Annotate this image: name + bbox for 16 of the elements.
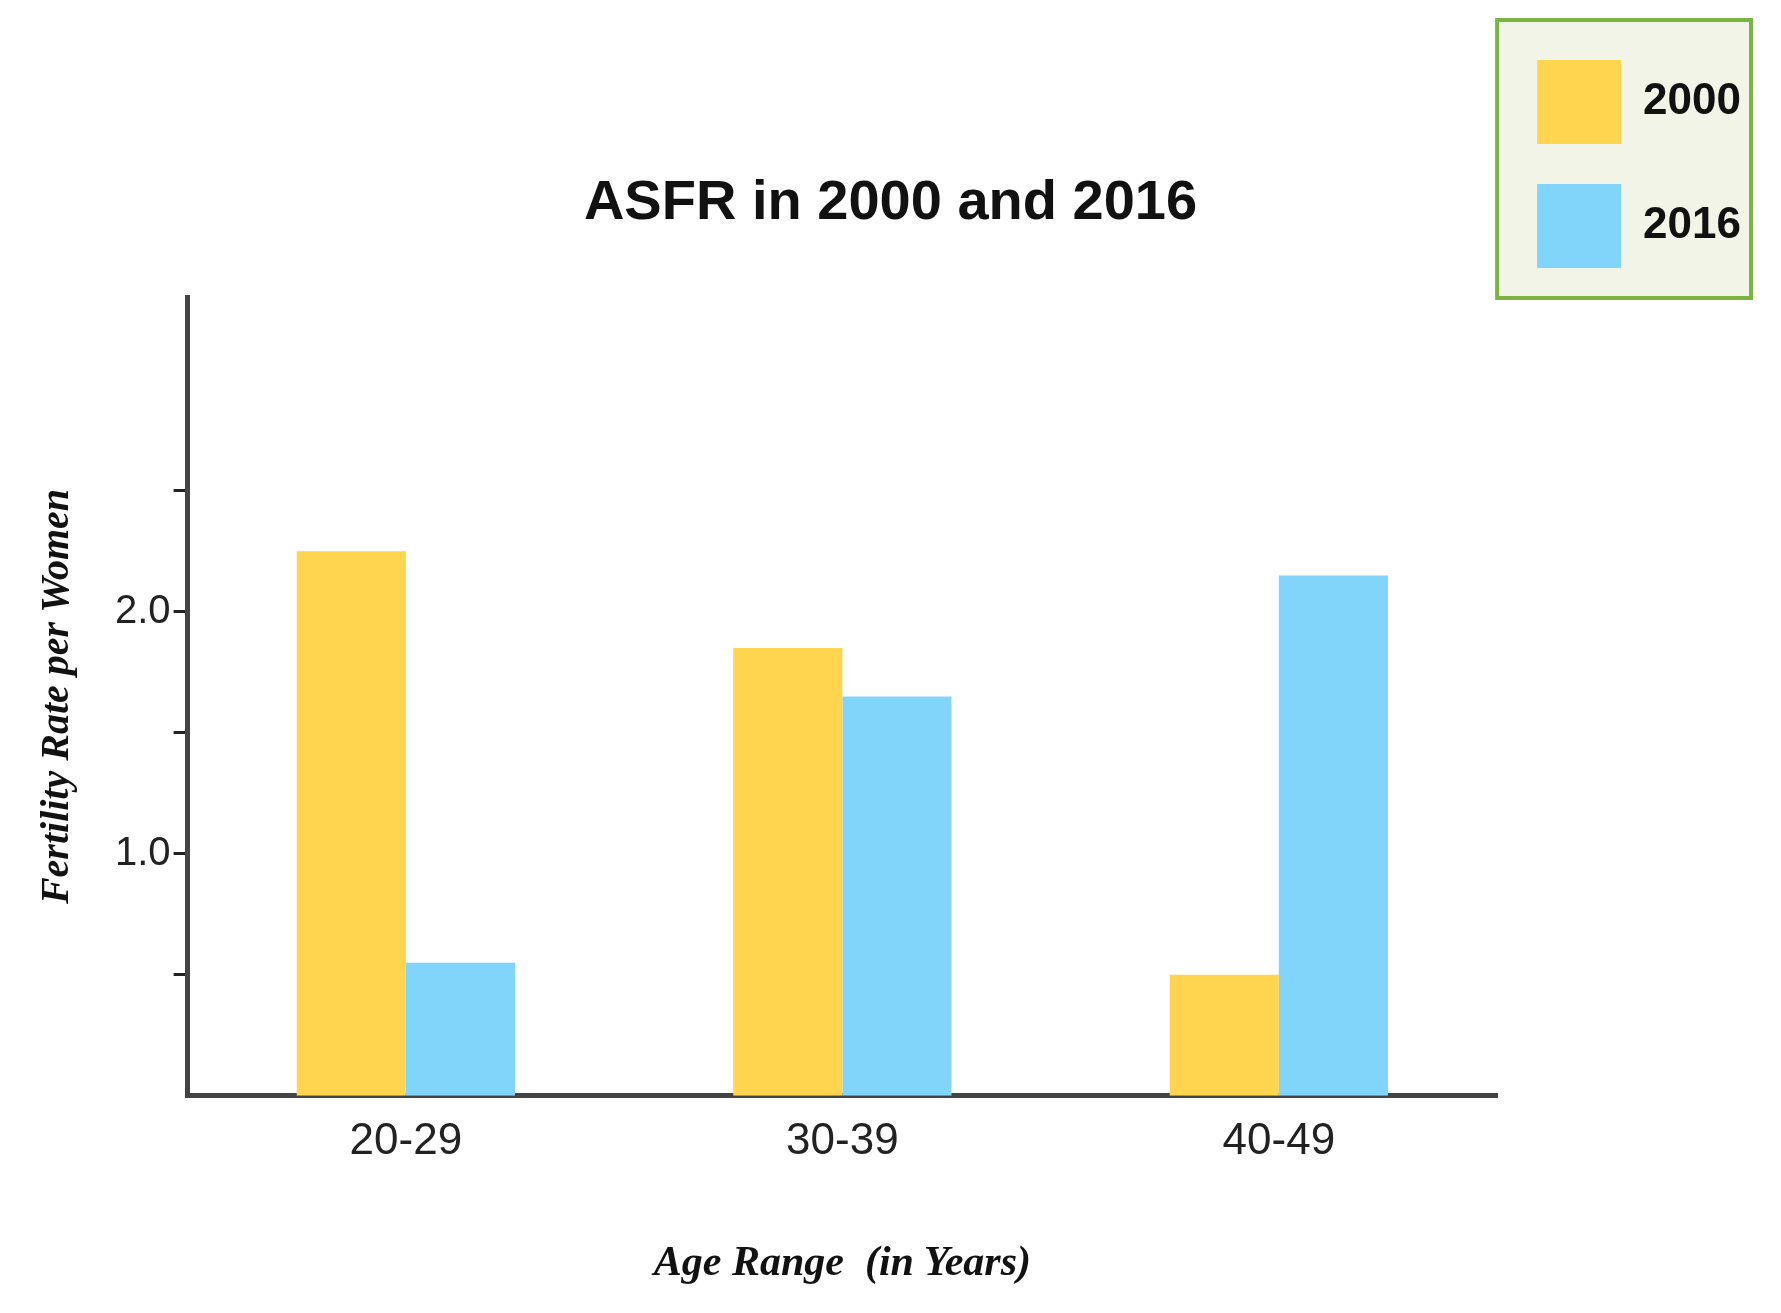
x-axis-title: Age Range (in Years) [650, 1237, 1031, 1285]
chart-title: ASFR in 2000 and 2016 [583, 168, 1198, 232]
y-axis-title: Fertility Rate per Women [32, 488, 78, 906]
bar [1169, 974, 1279, 1096]
legend-label: 2000 [1643, 74, 1742, 124]
y-tick-label: 1.0 [115, 828, 171, 873]
bar [1278, 575, 1388, 1096]
x-tick-label: 20-29 [349, 1114, 463, 1164]
legend-label: 2016 [1643, 198, 1742, 248]
bar [296, 551, 406, 1096]
bar [733, 648, 843, 1096]
y-tick-label: 2.0 [115, 586, 171, 631]
bar [405, 962, 515, 1096]
x-tick-label: 40-49 [1222, 1114, 1336, 1164]
x-tick-label: 30-39 [786, 1114, 899, 1164]
bar [842, 696, 952, 1096]
